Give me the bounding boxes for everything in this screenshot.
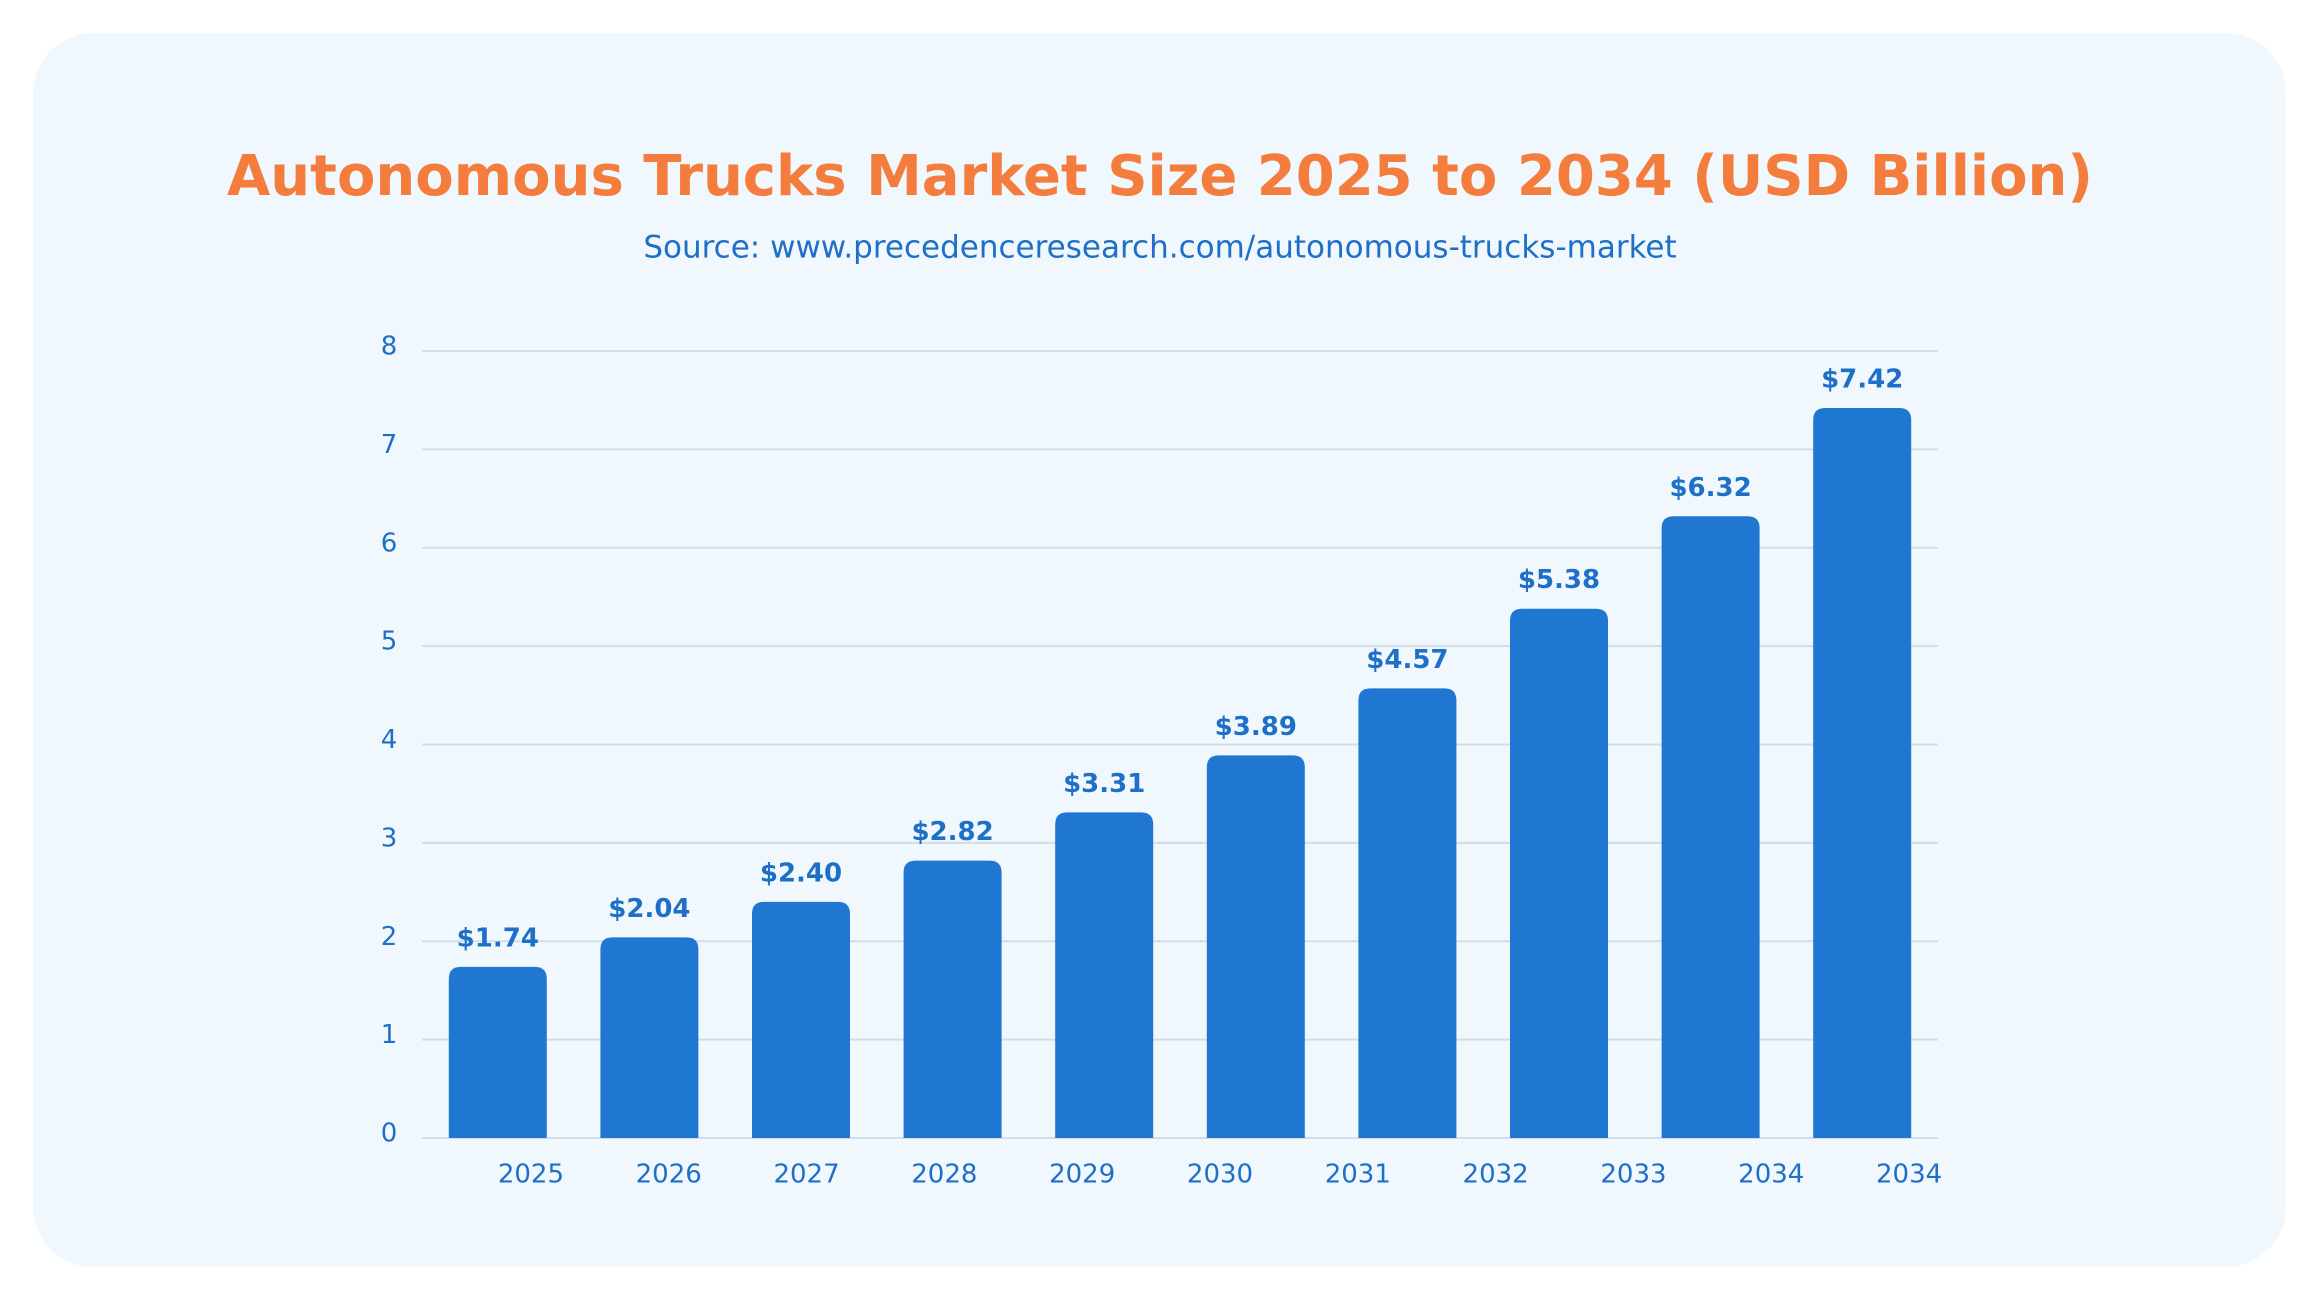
- value-label: $2.04: [608, 894, 690, 924]
- x-tick-label: 2034: [1738, 1160, 1804, 1190]
- x-tick-label: 2034: [1876, 1160, 1942, 1190]
- y-tick-label: 7: [381, 430, 398, 460]
- value-label: $3.31: [1063, 769, 1145, 799]
- value-label: $3.89: [1215, 712, 1297, 742]
- value-label: $7.42: [1821, 365, 1903, 395]
- x-tick-label: 2030: [1187, 1160, 1253, 1190]
- bar: [1510, 608, 1608, 1138]
- chart-subtitle: Source: www.precedenceresearch.com/auton…: [643, 230, 1676, 266]
- bar: [1206, 755, 1305, 1138]
- y-tick-label: 4: [381, 725, 398, 755]
- y-tick-label: 0: [381, 1119, 398, 1149]
- y-tick-label: 8: [381, 332, 398, 362]
- y-tick-label: 6: [381, 528, 398, 558]
- bar: [600, 937, 699, 1138]
- x-tick-label: 2028: [911, 1160, 977, 1190]
- x-tick-label: 2025: [498, 1160, 564, 1190]
- x-tick-label: 2031: [1325, 1160, 1391, 1190]
- bar: [752, 901, 850, 1138]
- y-tick-label: 2: [381, 922, 398, 952]
- bar: [1055, 812, 1154, 1138]
- y-tick-label: 1: [381, 1020, 398, 1050]
- x-tick-label: 2032: [1463, 1160, 1529, 1190]
- x-tick-label: 2027: [773, 1160, 839, 1190]
- x-tick-label: 2029: [1049, 1160, 1115, 1190]
- value-label: $2.82: [911, 817, 993, 847]
- bar: [448, 966, 547, 1138]
- bar: [903, 860, 1002, 1138]
- value-label: $2.40: [760, 858, 842, 888]
- bar: [1813, 408, 1912, 1138]
- value-label: $6.32: [1669, 473, 1751, 503]
- y-tick-label: 3: [381, 823, 398, 853]
- y-tick-label: 5: [381, 627, 398, 657]
- value-label: $4.57: [1366, 645, 1448, 675]
- x-tick-label: 2026: [636, 1160, 702, 1190]
- chart-title: Autonomous Trucks Market Size 2025 to 20…: [227, 144, 2093, 209]
- x-tick-label: 2033: [1600, 1160, 1666, 1190]
- bar: [1661, 516, 1760, 1138]
- card: [33, 33, 2286, 1267]
- value-label: $5.38: [1518, 565, 1600, 595]
- bar: [1358, 688, 1457, 1138]
- value-label: $1.74: [457, 923, 539, 953]
